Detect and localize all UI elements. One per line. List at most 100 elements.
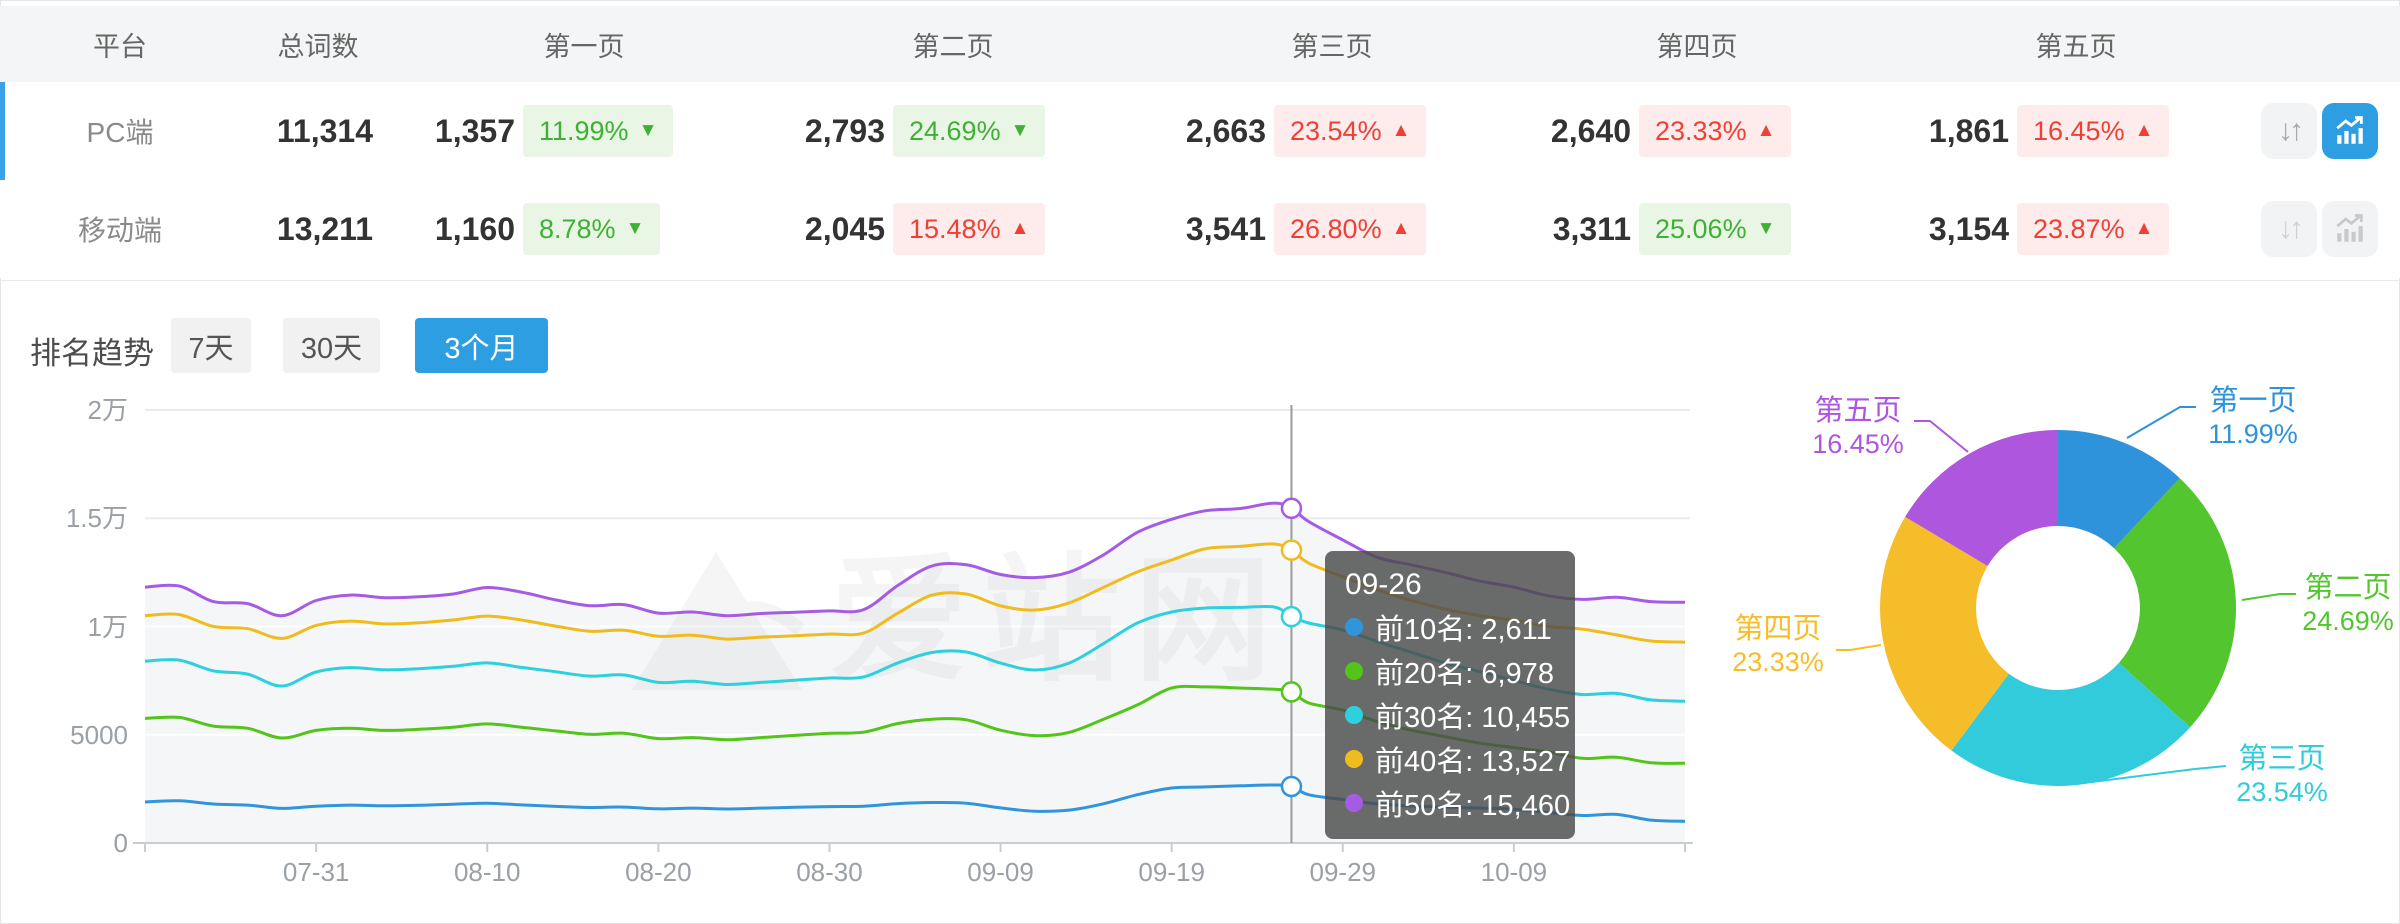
series-dot-icon [1345,618,1363,636]
x-axis-label: 08-20 [625,857,692,887]
page1-change-badge: 11.99% ▼ [523,105,674,157]
x-axis-label: 08-10 [453,857,521,887]
tooltip-date: 09-26 [1345,568,1422,601]
x-axis-label: 09-19 [1138,857,1205,887]
y-axis-label: 1万 [87,611,128,642]
tooltip-row: 前20名: 6,978 [1345,649,1555,693]
page2-change-badge: 15.48% ▲ [893,203,1046,255]
chart-tooltip: 09-26 前10名: 2,611 前20名: 6,978 前30名: 10,455… [1325,551,1575,839]
change-arrow-icon: ▼ [1010,120,1030,141]
change-pct: 11.99% [539,115,629,146]
change-arrow-icon: ▲ [1391,120,1411,141]
donut-label-第五页: 第五页 16.45% [1812,395,1904,459]
trend-chart-button-active[interactable] [2322,103,2378,159]
change-pct: 15.48% [909,213,1001,244]
page4-count: 3,311 [1552,210,1631,247]
tab-7-days[interactable]: 7天 [171,318,251,373]
hover-marker [1280,775,1303,798]
series-dot-icon [1345,750,1363,768]
donut-slice-第一页[interactable] [2058,430,2180,549]
tooltip-row: 前30名: 10,455 [1345,693,1570,737]
change-pct: 23.54% [1290,115,1382,146]
donut-leader-line [2126,406,2196,439]
donut-slice-第二页[interactable] [2114,478,2237,728]
col-header-page5: 第五页 [2035,31,2117,62]
page1-count: 1,357 [434,112,515,149]
tooltip-row: 前40名: 13,527 [1345,737,1570,781]
total-words-value: 13,211 [276,210,373,247]
y-axis-label: 0 [113,828,128,858]
donut-label-第二页: 第二页 24.69% [2302,572,2394,636]
table-row-mobile[interactable]: 移动端 13,211 1,160 8.78% ▼ 2,045 15.48% ▲ 3,… [0,180,2400,278]
change-arrow-icon: ▼ [625,218,645,239]
page1-count: 1,160 [434,210,515,247]
col-header-page4: 第四页 [1656,31,1738,62]
y-axis-label: 1.5万 [65,503,128,534]
change-pct: 16.45% [2033,115,2125,146]
selected-row-accent [0,82,5,180]
trend-section-title: 排名趋势 [30,336,154,371]
donut-leader-line [1836,644,1882,651]
change-arrow-icon: ▼ [638,120,658,141]
donut-leader-line [1914,420,1969,453]
page4-change-badge: 25.06% ▼ [1639,203,1792,255]
trend-chart-button[interactable] [2322,201,2378,257]
donut-label-第四页: 第四页 23.33% [1732,613,1824,677]
x-axis-label: 07-31 [282,857,350,887]
hover-marker [1280,681,1303,703]
change-pct: 8.78% [539,213,616,244]
page4-change-badge: 23.33% ▲ [1639,105,1792,157]
col-header-page3: 第三页 [1291,31,1373,62]
svg-text:爱站网: 爱站网 [830,544,1286,698]
col-header-total: 总词数 [277,31,359,62]
donut-slice-第三页[interactable] [1951,662,2191,786]
trend-chart-icon [2336,116,2363,144]
change-arrow-icon: ▲ [1391,218,1411,239]
page4-count: 2,640 [1550,112,1631,149]
sort-compare-button[interactable]: ↓↑ [2261,103,2317,159]
change-pct: 26.80% [1290,213,1382,244]
page5-count: 3,154 [1928,210,2009,247]
change-pct: 23.33% [1655,115,1747,146]
donut-slice-第五页[interactable] [1905,430,2058,566]
page3-count: 3,541 [1185,210,1266,247]
donut-slice-第四页[interactable] [1880,516,2009,751]
hover-marker [1280,497,1303,520]
col-header-page1: 第一页 [543,31,625,62]
page5-change-badge: 16.45% ▲ [2017,105,2170,157]
sort-compare-button[interactable]: ↓↑ [2261,201,2317,257]
page3-change-badge: 23.54% ▲ [1274,105,1427,157]
change-arrow-icon: ▲ [1010,218,1030,239]
trend-chart-icon [2336,214,2363,242]
x-axis-label: 08-30 [796,857,863,887]
tab-3-months[interactable]: 3个月 [415,318,548,373]
hover-marker [1280,539,1303,561]
change-arrow-icon: ▼ [1756,218,1776,239]
col-header-page2: 第二页 [912,31,994,62]
change-pct: 24.69% [909,115,1001,146]
series-dot-icon [1345,706,1363,724]
change-arrow-icon: ▲ [1756,120,1776,141]
y-axis-label: 5000 [70,719,128,750]
page5-change-badge: 23.87% ▲ [2017,203,2170,255]
change-pct: 23.87% [2033,213,2125,244]
watermark: 爱站网 [632,544,1286,698]
x-axis-label: 10-09 [1480,857,1548,887]
platform-label: 移动端 [77,215,162,246]
y-axis-label: 2万 [87,395,128,425]
page3-change-badge: 26.80% ▲ [1274,203,1427,255]
platform-label: PC端 [86,117,154,148]
hover-marker [1280,605,1303,628]
sort-arrows-icon: ↓↑ [2278,212,2304,245]
tab-30-days[interactable]: 30天 [283,318,380,373]
x-axis-label: 09-09 [967,857,1034,887]
section-divider [0,280,2400,281]
change-arrow-icon: ▲ [2134,120,2154,141]
donut-leader-line [2241,593,2296,601]
table-row-pc[interactable]: PC端 11,314 1,357 11.99% ▼ 2,793 24.69% ▼ 2… [0,82,2400,181]
table-header: 平台 总词数 第一页 第二页 第三页 第四页 第五页 [0,6,2400,83]
donut-leader-line [2075,765,2227,785]
page1-change-badge: 8.78% ▼ [523,203,661,255]
total-words-value: 11,314 [276,112,373,149]
